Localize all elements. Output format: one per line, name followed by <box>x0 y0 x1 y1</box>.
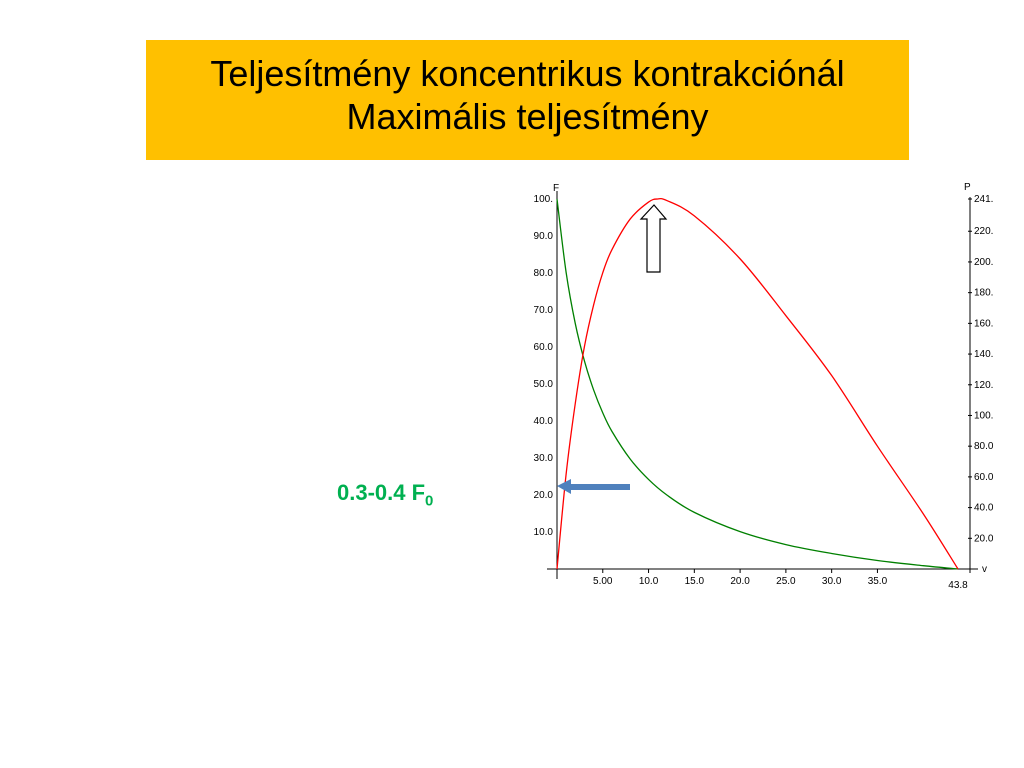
x-tick-label: 30.0 <box>822 576 842 587</box>
y-right-tick-label: 20.0 <box>974 533 994 544</box>
x-tick-label: 15.0 <box>685 576 705 587</box>
y-left-tick-label: 10.0 <box>534 527 554 538</box>
annotation-subscript: 0 <box>425 492 434 510</box>
power-curve <box>556 197 959 570</box>
x-tick-label: 10.0 <box>639 576 659 587</box>
x-tick-label: 20.0 <box>730 576 750 587</box>
y-right-tick-label: 140. <box>974 349 993 360</box>
y-right-tick-label: 200. <box>974 257 993 268</box>
slide-title: Teljesítmény koncentrikus kontrakciónál <box>210 53 845 94</box>
y-left-tick-label: 40.0 <box>534 416 554 427</box>
max-power-arrow-icon <box>639 204 668 273</box>
x-end-label: 43.8 <box>948 580 968 591</box>
x-tick-label: 25.0 <box>776 576 796 587</box>
optimal-force-annotation: 0.3-0.4 F0 <box>337 480 433 509</box>
y-left-tick-label: 50.0 <box>534 379 554 390</box>
y-left-tick-label: 30.0 <box>534 453 554 464</box>
x-tick-label: 5.00 <box>593 576 613 587</box>
y-right-tick-label: 120. <box>974 380 993 391</box>
y-left-tick-label: 70.0 <box>534 305 554 316</box>
y-right-tick-label: 180. <box>974 288 993 299</box>
annotation-text: 0.3-0.4 F <box>337 480 426 505</box>
y-left-tick-label: 20.0 <box>534 490 554 501</box>
y-left-tick-label: 80.0 <box>534 268 554 279</box>
y-axis-left-label: F <box>553 183 559 194</box>
y-right-tick-label: 60.0 <box>974 472 994 483</box>
y-axis-right-label: P <box>964 182 971 193</box>
y-right-tick-label: 40.0 <box>974 503 994 514</box>
y-left-tick-label: 60.0 <box>534 342 554 353</box>
y-right-tick-label: 80.0 <box>974 441 994 452</box>
y-right-tick-label: 220. <box>974 226 993 237</box>
force-curve <box>556 198 959 570</box>
y-right-tick-label: 241. <box>974 194 993 205</box>
y-right-tick-label: 160. <box>974 318 993 329</box>
y-left-tick-label: 90.0 <box>534 231 554 242</box>
x-tick-label: 35.0 <box>868 576 888 587</box>
slide-title-box: Teljesítmény koncentrikus kontrakciónál … <box>146 40 909 160</box>
optimal-force-arrow-icon <box>557 479 630 494</box>
y-right-tick-label: 100. <box>974 410 993 421</box>
slide-subtitle: Maximális teljesítmény <box>346 96 709 137</box>
x-axis-label: v <box>982 564 987 575</box>
y-left-tick-label: 100. <box>534 194 553 205</box>
